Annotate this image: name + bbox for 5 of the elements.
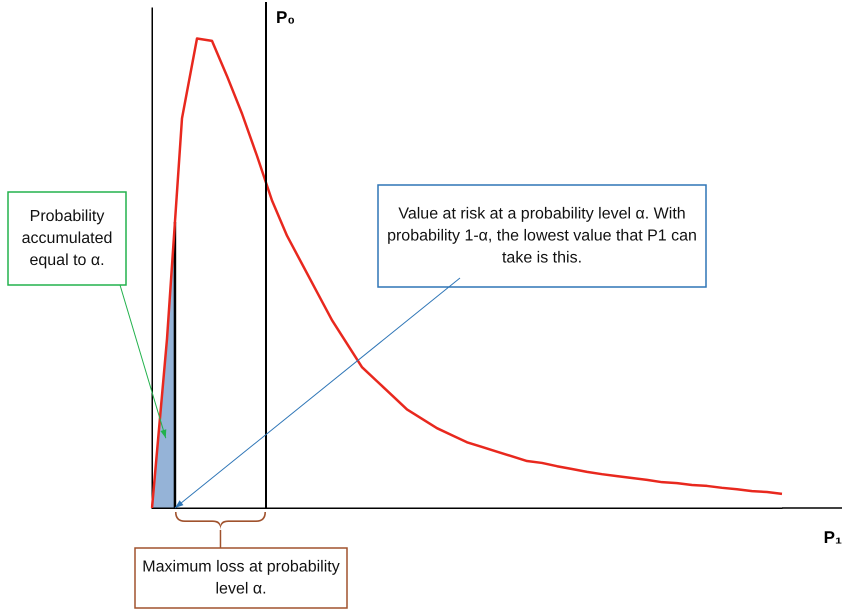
x-axis-title: P₁ [824,528,842,548]
text: Maximum loss at probability level α. [142,558,340,598]
text: Probability accumulated equal to α. [22,208,112,269]
annotation: Value at risk at a probability level α. With probability 1-α, the lowest value that P1 can take is this. [387,205,697,266]
text: P₀ [276,8,296,28]
